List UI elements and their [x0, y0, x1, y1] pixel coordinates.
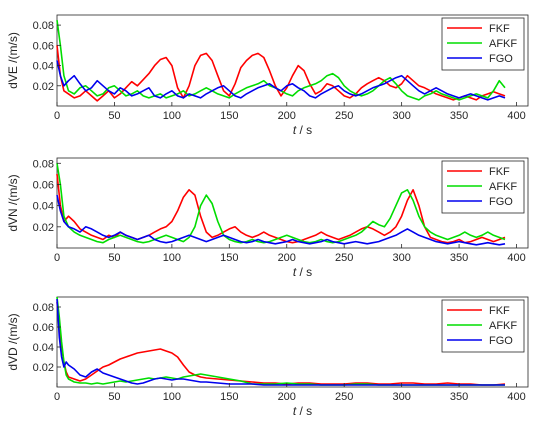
y-tick-label: 0.08 [33, 158, 54, 170]
x-tick-label: 150 [220, 252, 238, 264]
series-group [56, 19, 506, 102]
x-axis-variable: t [293, 123, 297, 137]
x-axis-unit: / s [296, 265, 312, 279]
x-tick-label: 300 [392, 391, 410, 403]
y-tick-label: 0.02 [33, 81, 54, 93]
y-tick-label: 0.02 [33, 362, 54, 374]
y-tick-label: 0.06 [33, 322, 54, 334]
legend-box [441, 160, 525, 214]
legend-label-afkf: AFKF [489, 38, 517, 50]
x-axis-variable: t [293, 404, 297, 418]
x-tick-label: 300 [392, 110, 410, 122]
y-tick-label: 0.02 [33, 222, 54, 234]
y-tick-label: 0.06 [33, 179, 54, 191]
series-group [56, 163, 506, 246]
x-tick-label: 250 [335, 391, 353, 403]
series-line-fgo [56, 298, 505, 386]
x-tick-label: 100 [163, 110, 181, 122]
x-tick-label: 350 [450, 391, 468, 403]
legend-label-fkf: FKF [489, 305, 510, 317]
x-tick-label: 200 [278, 391, 296, 403]
y-tick-label: 0.08 [33, 20, 54, 32]
x-axis-variable: t [293, 265, 297, 279]
x-tick-label: 250 [335, 110, 353, 122]
x-tick-label: 300 [392, 252, 410, 264]
x-axis-label: t / s [293, 265, 312, 279]
x-tick-label: 150 [220, 110, 238, 122]
legend-label-fgo: FGO [489, 53, 513, 65]
y-tick-label: 0.08 [33, 302, 54, 314]
x-tick-label: 250 [335, 252, 353, 264]
y-tick-label: 0.04 [33, 61, 54, 73]
series-line-fgo [56, 194, 506, 246]
x-axis-unit: / s [296, 123, 312, 137]
legend: FKF AFKF FGO [441, 17, 525, 71]
y-axis-label: dVE /(m/s) [6, 32, 20, 89]
x-axis-unit: / s [296, 404, 312, 418]
y-tick-label: 0.04 [33, 342, 54, 354]
x-tick-label: 50 [108, 252, 120, 264]
y-tick-label: 0.06 [33, 40, 54, 52]
legend-label-afkf: AFKF [489, 320, 517, 332]
x-axis-label: t / s [293, 404, 312, 418]
legend: FKF AFKF FGO [441, 160, 525, 214]
legend-label-afkf: AFKF [489, 181, 517, 193]
x-tick-label: 350 [450, 110, 468, 122]
legend-label-fkf: FKF [489, 23, 510, 35]
x-tick-label: 350 [450, 252, 468, 264]
subplot-3: 0.02 0.04 0.06 0.08 0 50 100 150 200 250 300 350 400… [6, 296, 529, 418]
x-tick-label: 0 [54, 252, 60, 264]
x-tick-label: 400 [507, 110, 525, 122]
legend-box [441, 17, 525, 71]
series-line-fkf [56, 45, 506, 102]
x-tick-label: 50 [108, 110, 120, 122]
x-tick-label: 200 [278, 252, 296, 264]
subplot-2: 0.02 0.04 0.06 0.08 0 50 100 150 200 250 300 350 400… [6, 157, 529, 279]
series-group [56, 296, 506, 386]
x-tick-label: 200 [278, 110, 296, 122]
y-axis-label: dVD /(m/s) [6, 313, 20, 370]
y-axis-label: dVN /(m/s) [6, 174, 20, 231]
series-line-fkf [56, 301, 506, 386]
legend-label-fkf: FKF [489, 166, 510, 178]
legend-box [441, 299, 525, 353]
legend-label-fgo: FGO [489, 335, 513, 347]
x-axis-label: t / s [293, 123, 312, 137]
series-line-fgo [56, 60, 506, 101]
y-tick-label: 0.04 [33, 201, 54, 213]
x-tick-label: 0 [54, 110, 60, 122]
x-tick-label: 100 [163, 391, 181, 403]
x-tick-label: 0 [54, 391, 60, 403]
legend: FKF AFKF FGO [441, 299, 525, 353]
x-tick-label: 50 [108, 391, 120, 403]
series-line-afkf [56, 163, 506, 244]
x-tick-label: 400 [507, 252, 525, 264]
x-tick-label: 100 [163, 252, 181, 264]
legend-label-fgo: FGO [489, 196, 513, 208]
x-tick-label: 400 [507, 391, 525, 403]
subplot-1: 0.02 0.04 0.06 0.08 0 50 100 150 200 250 300 350 400… [6, 14, 529, 137]
x-tick-label: 150 [220, 391, 238, 403]
